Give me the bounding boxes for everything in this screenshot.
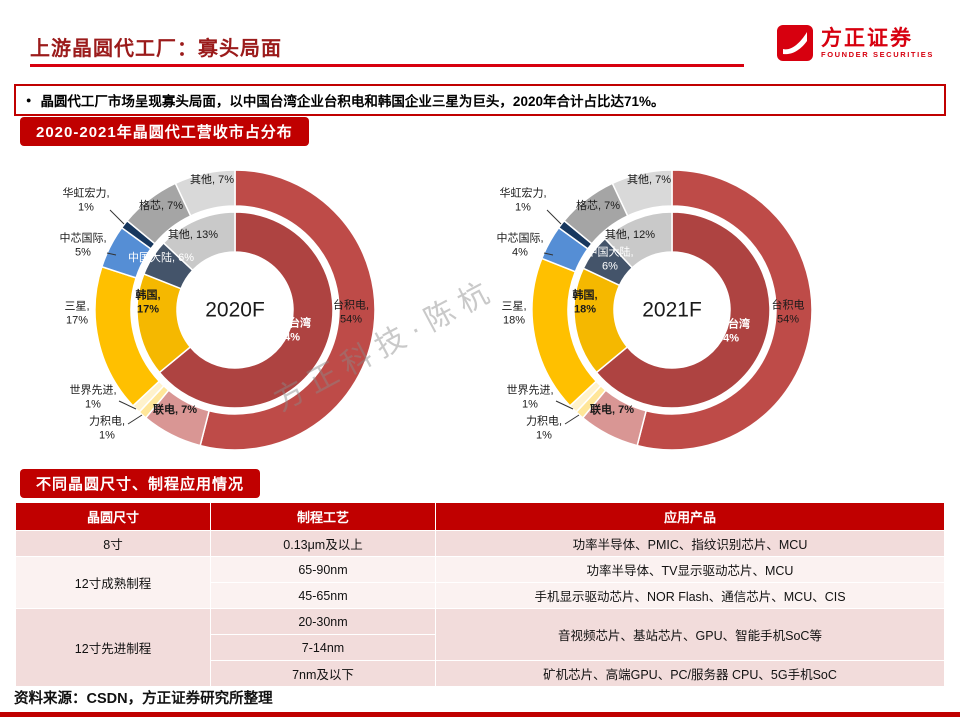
chart-label: 中芯国际, 4% [496, 232, 544, 259]
chart-label: 世界先进, 1% [506, 384, 554, 411]
chart-label: 联电, 7% [589, 403, 635, 416]
chart-label: 其他, 7% [189, 173, 235, 186]
chart-label: 其他, 7% [626, 173, 672, 186]
logo-cn-text: 方正证券 [821, 26, 914, 50]
label-leader-line [127, 414, 143, 425]
products-cell: 功率半导体、TV显示驱动芯片、MCU [435, 556, 945, 583]
label-leader-line [109, 209, 125, 225]
founder-logo: 方正证券 FOUNDER SECURITIES [776, 24, 934, 62]
section-badge-market-share: 2020-2021年晶圆代工营收市占分布 [20, 117, 309, 146]
donut-center-label: 2021F [642, 298, 702, 322]
process-cell: 0.13μm及以上 [210, 530, 436, 557]
process-cell: 45-65nm [210, 582, 436, 609]
donut-svg [94, 169, 376, 451]
logo-en-text: FOUNDER SECURITIES [821, 50, 934, 60]
chart-label: 格芯, 7% [138, 199, 184, 212]
chart-label: 力积电, 1% [525, 415, 563, 442]
table-header-cell: 应用产品 [435, 502, 945, 531]
donut-slice [162, 211, 236, 272]
summary-box: ● 晶圆代工厂市场呈现寡头局面，以中国台湾企业台积电和韩国企业三星为巨头，202… [14, 84, 946, 116]
donut-chart-2020f: 2020F 台积电, 54% 中国台湾 64% 联电, 7% 三星, 17% 韩国, 17… [15, 158, 475, 463]
chart-label: 中国大陆, 6% [586, 246, 634, 273]
process-cell: 65-90nm [210, 556, 436, 583]
donut-slice [199, 169, 376, 451]
chart-label: 力积电, 1% [88, 415, 126, 442]
wafer-size-cell: 12寸先进制程 [15, 608, 211, 687]
chart-label: 台积电 54% [771, 299, 805, 326]
title-underline [30, 64, 744, 67]
donut-slice [611, 169, 673, 217]
wafer-size-cell: 12寸成熟制程 [15, 556, 211, 609]
label-leader-line [543, 252, 554, 256]
process-application-table: 晶圆尺寸 制程工艺 应用产品 8寸 0.13μm及以上 功率半导体、PMIC、指纹识别芯… [15, 502, 945, 687]
source-note: 资料来源：CSDN，方正证券研究所整理 [14, 691, 273, 707]
chart-label: 中国大陆, 6% [127, 251, 195, 264]
chart-label: 韩国, 18% [572, 289, 598, 316]
donut-svg [531, 169, 813, 451]
table-header-cell: 晶圆尺寸 [15, 502, 211, 531]
bottom-red-bar [0, 712, 960, 717]
chart-label: 三星, 18% [501, 300, 527, 327]
label-leader-line [118, 400, 137, 410]
bullet-icon: ● [26, 94, 32, 105]
chart-label: 台积电, 54% [332, 299, 370, 326]
table-header-cell: 制程工艺 [210, 502, 436, 531]
table-row: 8寸 0.13μm及以上 功率半导体、PMIC、指纹识别芯片、MCU [15, 530, 945, 557]
process-cell: 7nm及以下 [210, 660, 436, 687]
table-row: 45-65nm 手机显示驱动芯片、NOR Flash、通信芯片、MCU、CIS [16, 582, 945, 609]
wafer-size-cell: 8寸 [15, 530, 211, 557]
chart-label: 联电, 7% [152, 403, 198, 416]
chart-label: 其他, 12% [604, 228, 656, 241]
chart-label: 格芯, 7% [575, 199, 621, 212]
donut-center-label: 2020F [205, 298, 265, 322]
table-row: 7-14nm [16, 634, 945, 661]
donut-slice [158, 211, 334, 409]
process-cell: 20-30nm [210, 608, 436, 635]
label-leader-line [555, 400, 574, 410]
chart-label: 中国台湾 64% [267, 317, 311, 344]
products-cell: 音视频芯片、基站芯片、GPU、智能手机SoC等 [435, 608, 945, 661]
donut-slice [636, 169, 813, 451]
chart-label: 其他, 13% [167, 228, 219, 241]
donut-slice [174, 169, 236, 217]
section-badge-process-table: 不同晶圆尺寸、制程应用情况 [20, 469, 261, 498]
donut-slice [603, 211, 673, 269]
products-cell: 功率半导体、PMIC、指纹识别芯片、MCU [435, 530, 945, 557]
page-title: 上游晶圆代工厂：寡头局面 [30, 38, 282, 60]
products-cell: 矿机芯片、高端GPU、PC/服务器 CPU、5G手机SoC [435, 660, 945, 687]
table-row: 12寸成熟制程 65-90nm 功率半导体、TV显示驱动芯片、MCU [15, 556, 945, 609]
donut-slice [595, 211, 771, 409]
chart-label: 韩国, 17% [135, 289, 161, 316]
chart-label: 华虹宏力, 1% [499, 187, 547, 214]
chart-label: 三星, 17% [64, 300, 90, 327]
table-row: 12寸先进制程 20-30nm 音视频芯片、基站芯片、GPU、智能手机SoC等 [15, 608, 945, 687]
label-leader-line [564, 414, 580, 425]
chart-label: 中芯国际, 5% [59, 232, 107, 259]
summary-text: 晶圆代工厂市场呈现寡头局面，以中国台湾企业台积电和韩国企业三星为巨头，2020年… [40, 94, 665, 109]
products-cell: 手机显示驱动芯片、NOR Flash、通信芯片、MCU、CIS [435, 582, 945, 609]
table-row: 7nm及以下 矿机芯片、高端GPU、PC/服务器 CPU、5G手机SoC [16, 660, 945, 687]
table-head: 晶圆尺寸 制程工艺 应用产品 [15, 502, 945, 531]
founder-logo-icon [777, 25, 814, 61]
chart-label: 世界先进, 1% [69, 384, 117, 411]
chart-label: 中国台湾 64% [706, 318, 750, 345]
label-leader-line [106, 252, 117, 256]
table-body: 8寸 0.13μm及以上 功率半导体、PMIC、指纹识别芯片、MCU 12寸成熟制程 6… [15, 530, 945, 687]
chart-label: 华虹宏力, 1% [62, 187, 110, 214]
founder-logo-text: 方正证券 FOUNDER SECURITIES [821, 27, 934, 59]
process-cell: 7-14nm [210, 634, 436, 661]
donut-chart-2021f: 2021F 台积电 54% 中国台湾 64% 联电, 7% 三星, 18% 韩国, 18%… [452, 158, 912, 463]
label-leader-line [546, 209, 562, 225]
